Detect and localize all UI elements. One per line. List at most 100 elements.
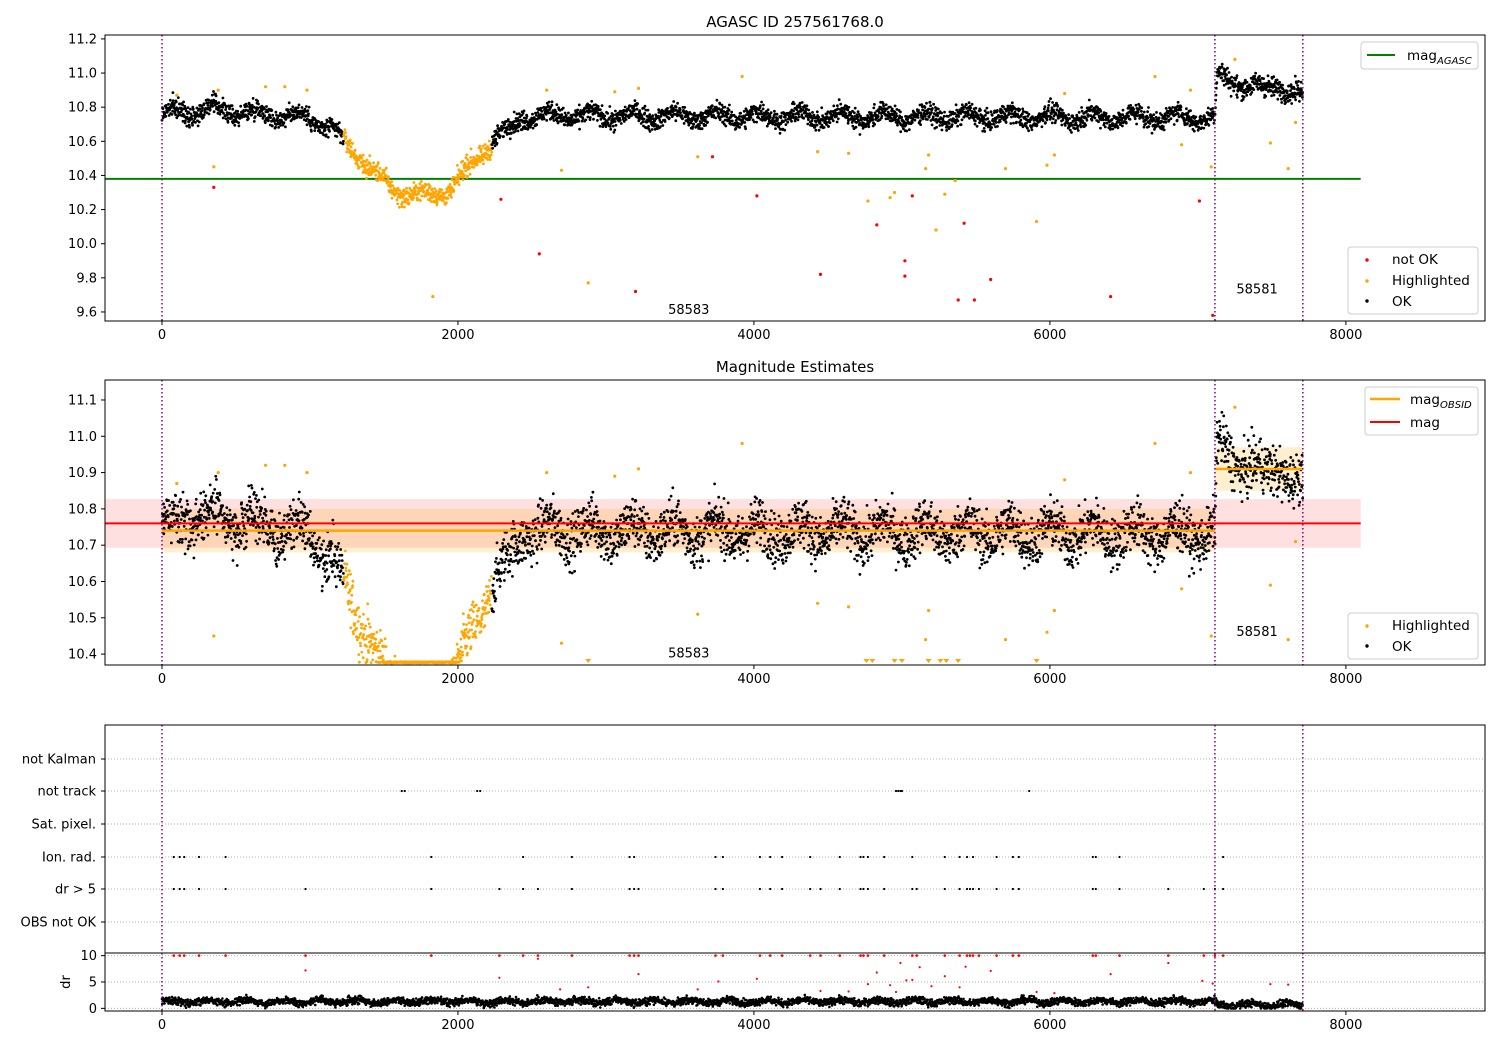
ok-point — [827, 125, 830, 128]
ok-point — [1063, 124, 1067, 127]
ok-point — [1272, 93, 1276, 97]
ok-point — [691, 125, 695, 129]
highlighted-point — [545, 88, 549, 92]
ok-point — [224, 541, 228, 544]
ok-point — [1175, 118, 1179, 122]
ok-point — [168, 504, 172, 507]
ok-point — [603, 114, 607, 118]
ok-point — [212, 525, 216, 529]
ok-point — [1146, 116, 1150, 120]
highlighted-point — [489, 153, 493, 157]
ok-point — [730, 119, 734, 123]
ok-point — [919, 111, 923, 115]
ok-point — [1105, 121, 1109, 125]
ok-point — [316, 554, 320, 558]
highlighted-point — [382, 658, 385, 662]
ok-point — [1196, 128, 1200, 132]
ok-point — [309, 124, 312, 128]
ok-point — [768, 113, 772, 117]
ok-point — [312, 123, 316, 127]
ok-point — [730, 110, 734, 114]
ok-point — [1047, 109, 1050, 113]
ok-point — [498, 134, 502, 138]
ok-point — [986, 111, 990, 115]
ok-point — [666, 106, 669, 110]
ok-point — [795, 108, 799, 112]
highlighted-point — [353, 622, 357, 625]
ok-point — [173, 110, 177, 114]
ok-point — [268, 536, 272, 540]
ok-point — [266, 533, 269, 536]
highlighted-point — [381, 654, 385, 658]
ok-point — [1090, 118, 1094, 122]
ok-point — [1150, 131, 1154, 135]
ok-point — [208, 108, 212, 111]
ok-point — [197, 114, 201, 118]
highlighted-point — [342, 579, 346, 582]
highlighted-point — [487, 139, 491, 143]
ok-point — [509, 132, 513, 135]
ok-point — [323, 575, 327, 579]
ok-point — [1043, 105, 1047, 109]
highlighted-point — [364, 637, 368, 641]
ok-point — [659, 125, 662, 129]
highlighted-point — [464, 156, 468, 160]
ok-point — [320, 126, 324, 129]
ok-point — [327, 125, 331, 129]
ok-point — [268, 526, 272, 530]
ok-point — [270, 109, 274, 112]
ok-point — [938, 124, 942, 127]
ok-point — [636, 102, 639, 105]
ok-point — [183, 552, 187, 556]
highlighted-point — [468, 636, 471, 639]
highlighted-point — [401, 200, 404, 204]
not-ok-point — [499, 197, 503, 201]
ok-point — [275, 564, 279, 568]
y-tick-label: 10.4 — [68, 169, 97, 184]
ok-point — [718, 118, 722, 122]
ok-point — [1099, 126, 1102, 130]
ok-point — [202, 113, 206, 117]
ok-point — [1090, 105, 1093, 108]
ok-point — [235, 564, 239, 567]
highlighted-point — [892, 190, 897, 195]
highlighted-point — [357, 606, 360, 610]
ok-point — [237, 121, 241, 125]
ok-point — [998, 120, 1002, 123]
ok-point — [1044, 121, 1047, 125]
highlighted-point — [368, 154, 372, 158]
ok-point — [1015, 120, 1018, 124]
highlighted-point — [380, 639, 384, 643]
ok-point — [1049, 97, 1052, 101]
ok-point — [943, 110, 946, 114]
highlighted-point — [348, 588, 352, 592]
ok-point — [613, 128, 617, 132]
ok-point — [230, 104, 234, 108]
ok-point — [1147, 125, 1151, 128]
ok-point — [683, 106, 687, 109]
ok-point — [230, 116, 233, 120]
highlighted-point — [435, 203, 439, 207]
highlighted-point — [358, 615, 362, 619]
ok-point — [1253, 74, 1257, 78]
ok-point — [244, 102, 248, 106]
ok-point — [262, 540, 266, 544]
ok-point — [259, 114, 263, 118]
ok-point — [502, 135, 505, 138]
ok-point — [910, 121, 914, 124]
ok-point — [164, 104, 168, 107]
ok-point — [805, 104, 809, 108]
ok-point — [929, 104, 932, 108]
ok-point — [263, 495, 267, 499]
ok-point — [326, 544, 330, 548]
highlighted-point — [419, 199, 422, 202]
ok-point — [318, 131, 322, 135]
ok-point — [960, 103, 964, 107]
ok-point — [738, 126, 742, 129]
ok-point — [851, 124, 855, 128]
ok-point — [931, 115, 935, 119]
ok-point — [1101, 118, 1105, 122]
ok-point — [215, 478, 218, 481]
highlighted-point — [376, 644, 380, 648]
